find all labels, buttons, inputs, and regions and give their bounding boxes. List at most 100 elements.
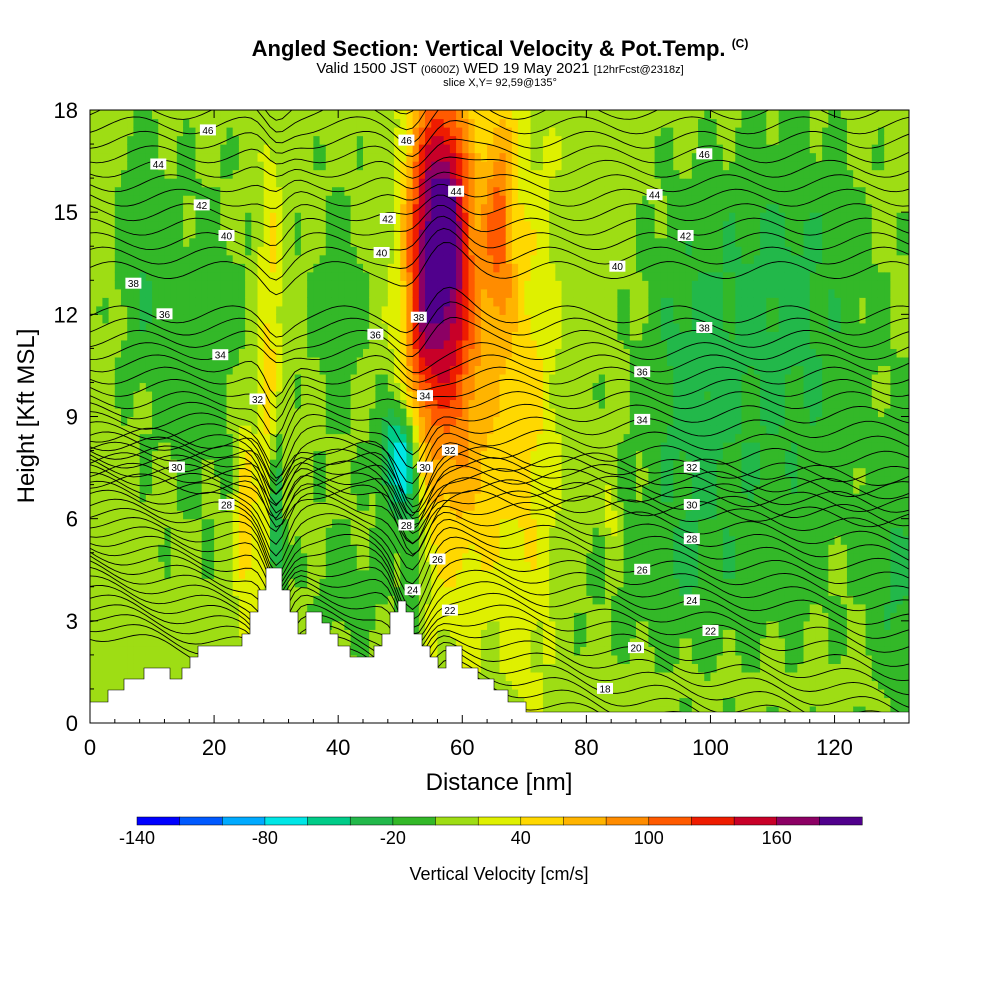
colorbar-swatch: [222, 816, 266, 826]
colorbar-swatch: [563, 816, 607, 826]
contour-label: 28: [221, 501, 233, 512]
contour-label: 22: [444, 606, 456, 617]
theta-line: [90, 194, 909, 228]
slice-info: slice X,Y= 92,59@135°: [443, 77, 557, 89]
theta-line: [90, 462, 909, 544]
contour-label: 20: [630, 644, 642, 655]
contour-label-bg: [696, 148, 713, 160]
contour-label: 44: [451, 187, 463, 198]
forecast-init: [12hrFcst@2318z]: [593, 64, 684, 76]
title-units: (C): [731, 36, 749, 51]
theta-line: [90, 575, 904, 723]
theta-line: [90, 507, 909, 612]
theta-line: [90, 391, 909, 438]
theta-line: [90, 551, 909, 682]
colorbar-swatch: [648, 816, 692, 826]
chart-subtitle: Valid 1500 JST (0600Z) WED 19 May 2021 […: [0, 60, 1000, 77]
velocity-field: [90, 110, 909, 723]
contour-label: 32: [686, 463, 698, 474]
contour-label: 36: [637, 368, 649, 379]
theta-line: [90, 156, 909, 179]
contour-label-bg: [417, 461, 433, 473]
theta-line: [90, 138, 909, 169]
x-tick-label: 40: [326, 735, 350, 760]
x-tick-label: 60: [450, 735, 474, 760]
colorbar-swatch: [307, 816, 351, 826]
colorbar-swatch: [819, 816, 863, 826]
theta-line: [90, 480, 909, 571]
contour-label-bg: [677, 230, 694, 241]
contour-label-bg: [683, 594, 700, 606]
contour-label-bg: [441, 604, 458, 616]
colorbar-tick-label: -80: [252, 828, 278, 848]
contour-label: 24: [407, 586, 419, 597]
y-tick-label: 0: [66, 711, 78, 736]
x-tick-label: 100: [692, 735, 729, 760]
contour-label: 40: [612, 262, 624, 273]
theta-line: [90, 286, 909, 338]
contour-label-bg: [646, 189, 663, 201]
contour-label: 44: [153, 160, 165, 171]
colorbar-swatch: [264, 816, 309, 826]
theta-line: [90, 454, 909, 527]
colorbar-tick-label: -140: [119, 828, 155, 848]
y-tick-label: 9: [66, 405, 78, 430]
theta-line: [90, 452, 909, 531]
contour-label: 26: [637, 565, 649, 576]
contour-label-bg: [218, 230, 235, 241]
colorbar-swatch: [605, 816, 650, 826]
contour-label-bg: [417, 390, 433, 402]
theta-line: [90, 41, 909, 91]
contour-label: 26: [432, 555, 444, 566]
contour-labels: 46 44 42 40 38 36 34 32 30 28 46 44 42 40 38 36 34 32 30 28…: [125, 124, 719, 695]
contour-label: 40: [221, 232, 233, 243]
contour-label: 36: [370, 330, 382, 341]
contour-label: 34: [637, 415, 649, 426]
colorbar-swatch: [776, 816, 820, 826]
contour-label: 18: [599, 684, 611, 695]
contour-label: 32: [252, 395, 264, 406]
contour-label-bg: [683, 461, 700, 473]
contour-label-bg: [634, 366, 651, 378]
contour-label: 30: [686, 501, 698, 512]
contour-label: 38: [699, 324, 711, 335]
theta-line: [90, 427, 909, 508]
colorbar-swatch: [477, 816, 522, 826]
y-axis-label: Height [Kft MSL]: [13, 329, 40, 504]
colorbar-swatch: [179, 816, 223, 826]
contour-label: 46: [699, 150, 711, 161]
theta-line: [90, 566, 909, 719]
theta-line: [90, 421, 909, 485]
contour-label: 46: [401, 136, 413, 147]
contour-label: 32: [444, 446, 456, 457]
theta-line: [90, 54, 909, 107]
theta-line: [90, 19, 909, 56]
contour-label-bg: [696, 322, 713, 333]
contour-label: 28: [401, 521, 413, 532]
theta-contours: [90, 19, 909, 723]
contour-label: 34: [215, 351, 227, 362]
theta-line: [90, 458, 909, 540]
theta-line: [90, 545, 909, 667]
colorbar-swatch: [349, 816, 394, 826]
contour-label-bg: [609, 260, 626, 272]
contour-label-bg: [429, 553, 446, 565]
theta-line: [90, 411, 909, 469]
theta-line: [90, 30, 909, 74]
colorbar-label: Vertical Velocity [cm/s]: [409, 864, 588, 884]
theta-line: [90, 560, 909, 708]
contour-label-bg: [156, 308, 173, 320]
colorbar-swatch: [733, 816, 778, 826]
contour-label: 42: [680, 232, 692, 243]
contour-label: 40: [376, 249, 388, 260]
theta-line: [90, 445, 909, 520]
x-tick-label: 80: [574, 735, 598, 760]
title-main: Angled Section: Vertical Velocity & Pot.…: [251, 36, 726, 61]
contour-label-bg: [379, 213, 396, 224]
theta-line: [90, 110, 882, 133]
contour-label-bg: [218, 499, 235, 510]
contour-label-bg: [441, 444, 458, 456]
theta-line: [90, 526, 909, 639]
